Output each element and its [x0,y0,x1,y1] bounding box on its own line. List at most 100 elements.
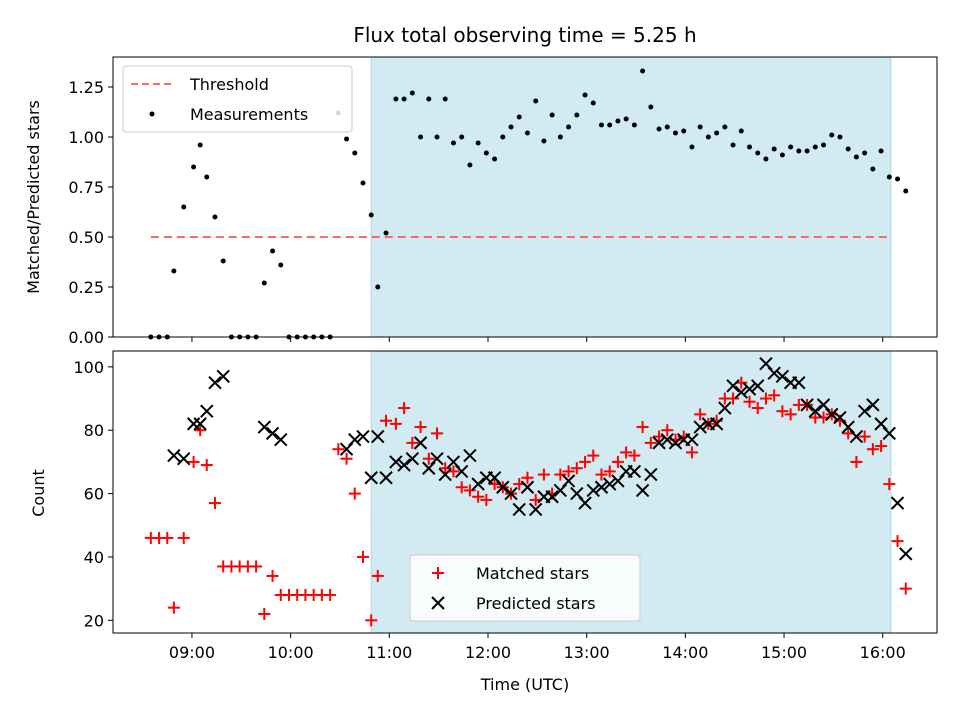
matched-star-marker [194,424,207,437]
measurement-point [747,144,753,150]
measurement-point [533,98,539,104]
measurement-point [418,134,424,140]
matched-star-marker [611,455,624,468]
predicted-star-marker [660,433,674,447]
measurement-point [212,214,218,220]
chart-title: Flux total observing time = 5.25 h [353,23,696,47]
predicted-star-marker [504,486,518,501]
matched-star-marker [431,427,444,440]
measurement-point [738,128,744,134]
predicted-star-marker [767,366,781,380]
predicted-star-marker [718,401,732,415]
measurement-point [640,68,646,74]
x-tick-label: 11:00 [366,643,412,662]
matched-star-marker [365,614,378,627]
measurement-point [722,124,728,130]
predicted-star-marker [496,480,510,494]
matched-star-marker [554,468,567,481]
y-tick-label: 60 [84,485,104,504]
predicted-star-marker [586,483,600,498]
matched-star-marker [266,569,279,582]
predicted-star-marker [545,490,559,504]
matched-star-marker [455,481,468,494]
measurement-point [705,134,711,140]
matched-star-marker [685,446,698,459]
matched-star-marker [727,392,740,405]
measurement-point [516,114,522,120]
predicted-star-marker [685,433,699,447]
matched-star-marker [570,462,583,475]
matched-star-marker [768,389,781,402]
y-tick-label: 0.00 [68,328,104,347]
matched-star-marker [187,455,200,468]
matched-star-marker [537,468,550,481]
matched-star-marker [250,560,263,573]
matched-star-marker [636,421,649,434]
predicted-star-marker [602,477,617,491]
top-y-axis-label: Matched/Predicted stars [24,100,43,294]
measurement-point [524,130,530,136]
matched-star-marker [348,487,361,500]
predicted-star-marker [808,404,822,418]
legend-matched-swatch [432,567,444,579]
matched-star-marker [899,582,912,595]
measurement-point [714,130,720,136]
predicted-star-marker [167,448,181,463]
matched-star-marker [850,455,863,468]
measurement-point [442,96,448,102]
bottom-axes-frame [112,350,938,634]
predicted-star-marker [751,379,765,393]
predicted-star-marker [866,398,880,412]
predicted-star-marker [413,436,428,450]
measurement-point [409,90,415,96]
x-tick-label: 10:00 [268,643,314,662]
measurement-point [434,134,440,140]
predicted-star-marker [438,467,452,482]
measurement-point [426,96,432,102]
measurement-point [862,150,868,156]
measurement-point [821,142,827,148]
predicted-star-marker [627,464,642,479]
matched-star-marker [208,497,221,510]
predicted-star-marker [193,417,207,431]
predicted-star-marker [454,464,469,479]
predicted-star-marker [397,458,411,472]
matched-star-marker [389,417,402,430]
predicted-star-marker [364,471,378,485]
predicted-star-marker [200,404,214,418]
measurement-point [812,144,818,150]
measurement-point [566,124,572,130]
measurement-point [631,122,637,128]
measurement-point [393,96,399,102]
legend-matched-label: Matched stars [476,564,589,583]
predicted-star-marker [594,480,609,494]
measurement-point [467,162,473,168]
matched-star-marker [858,430,871,443]
measurement-point [492,156,498,162]
y-tick-label: 1.25 [68,78,104,97]
matched-star-marker [620,446,633,459]
top-observing-window [370,56,892,338]
matched-star-marker [587,449,600,462]
measurement-point [788,144,794,150]
measurement-point [829,132,835,138]
predicted-star-marker [463,448,477,463]
measurement-point [368,212,374,218]
predicted-star-marker [644,467,658,482]
predicted-star-marker [274,433,288,447]
predicted-star-marker [348,433,362,447]
predicted-star-marker [890,496,905,510]
predicted-star-marker [561,474,576,488]
matched-star-marker [875,440,888,453]
measurement-point [730,142,736,148]
matched-star-marker [784,408,797,421]
predicted-star-marker [208,375,222,390]
y-tick-label: 0.75 [68,178,104,197]
x-tick-label: 12:00 [465,643,511,662]
measurement-point [656,126,662,132]
matched-star-marker [776,405,789,418]
bottom-y-axis-label: Count [29,469,48,517]
matched-star-marker [883,478,896,491]
matched-star-marker [340,452,353,465]
